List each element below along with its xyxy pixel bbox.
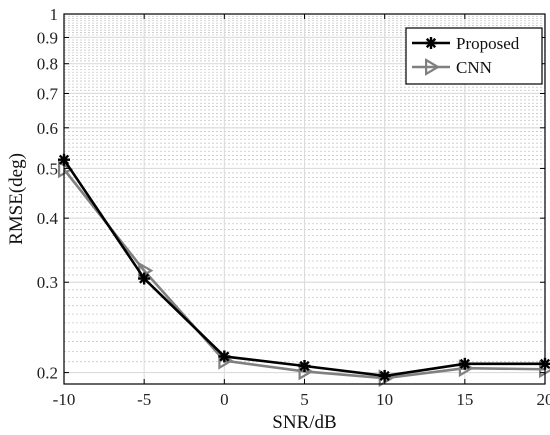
y-tick-label: 0.7 xyxy=(37,84,59,103)
y-tick-label: 1 xyxy=(50,5,59,24)
legend: Proposed CNN xyxy=(405,27,543,85)
data-point-proposed xyxy=(218,350,231,363)
x-tick-label: 5 xyxy=(300,390,309,409)
asterisk-stroke xyxy=(219,351,230,362)
asterisk-stroke xyxy=(379,370,390,382)
y-tick-label: 0.5 xyxy=(37,159,58,178)
x-tick-label: -10 xyxy=(53,390,76,409)
y-tick-label: 0.6 xyxy=(37,119,58,138)
series-group xyxy=(57,153,550,388)
x-tick-label: 20 xyxy=(537,390,550,409)
y-tick-label: 0.4 xyxy=(37,209,59,228)
asterisk-stroke xyxy=(425,37,437,49)
data-point-proposed xyxy=(138,272,151,285)
y-tick-label: 0.8 xyxy=(37,55,58,74)
legend-box xyxy=(405,27,543,85)
asterisk-stroke xyxy=(299,360,310,372)
y-tick-label: 0.9 xyxy=(37,28,58,47)
data-point-proposed xyxy=(458,357,471,370)
axis-ticks: 0.2 0.3 0.4 0.5 0.6 0.7 0.8 0.9 1 -10 -5 0 5 10 15 20 xyxy=(37,5,550,409)
x-tick-label: 0 xyxy=(220,390,229,409)
x-tick-label: -5 xyxy=(137,390,151,409)
data-point-cnn xyxy=(57,160,74,179)
legend-label-proposed: Proposed xyxy=(456,34,520,53)
data-point-proposed xyxy=(298,359,311,372)
x-tick-label: 10 xyxy=(376,390,393,409)
asterisk-stroke xyxy=(459,358,470,369)
legend-label-cnn: CNN xyxy=(456,58,492,77)
y-tick-label: 0.3 xyxy=(37,273,58,292)
legend-entry-proposed: Proposed xyxy=(412,34,520,53)
x-axis-label: SNR/dB xyxy=(272,412,336,433)
y-axis-label: RMSE(deg) xyxy=(6,153,27,245)
y-tick-label: 0.2 xyxy=(37,364,58,383)
legend-entry-cnn: CNN xyxy=(412,58,492,77)
x-tick-label: 15 xyxy=(456,390,473,409)
asterisk-stroke xyxy=(139,273,150,284)
legend-marker-proposed xyxy=(425,37,437,49)
legend-marker-cnn xyxy=(425,58,441,76)
